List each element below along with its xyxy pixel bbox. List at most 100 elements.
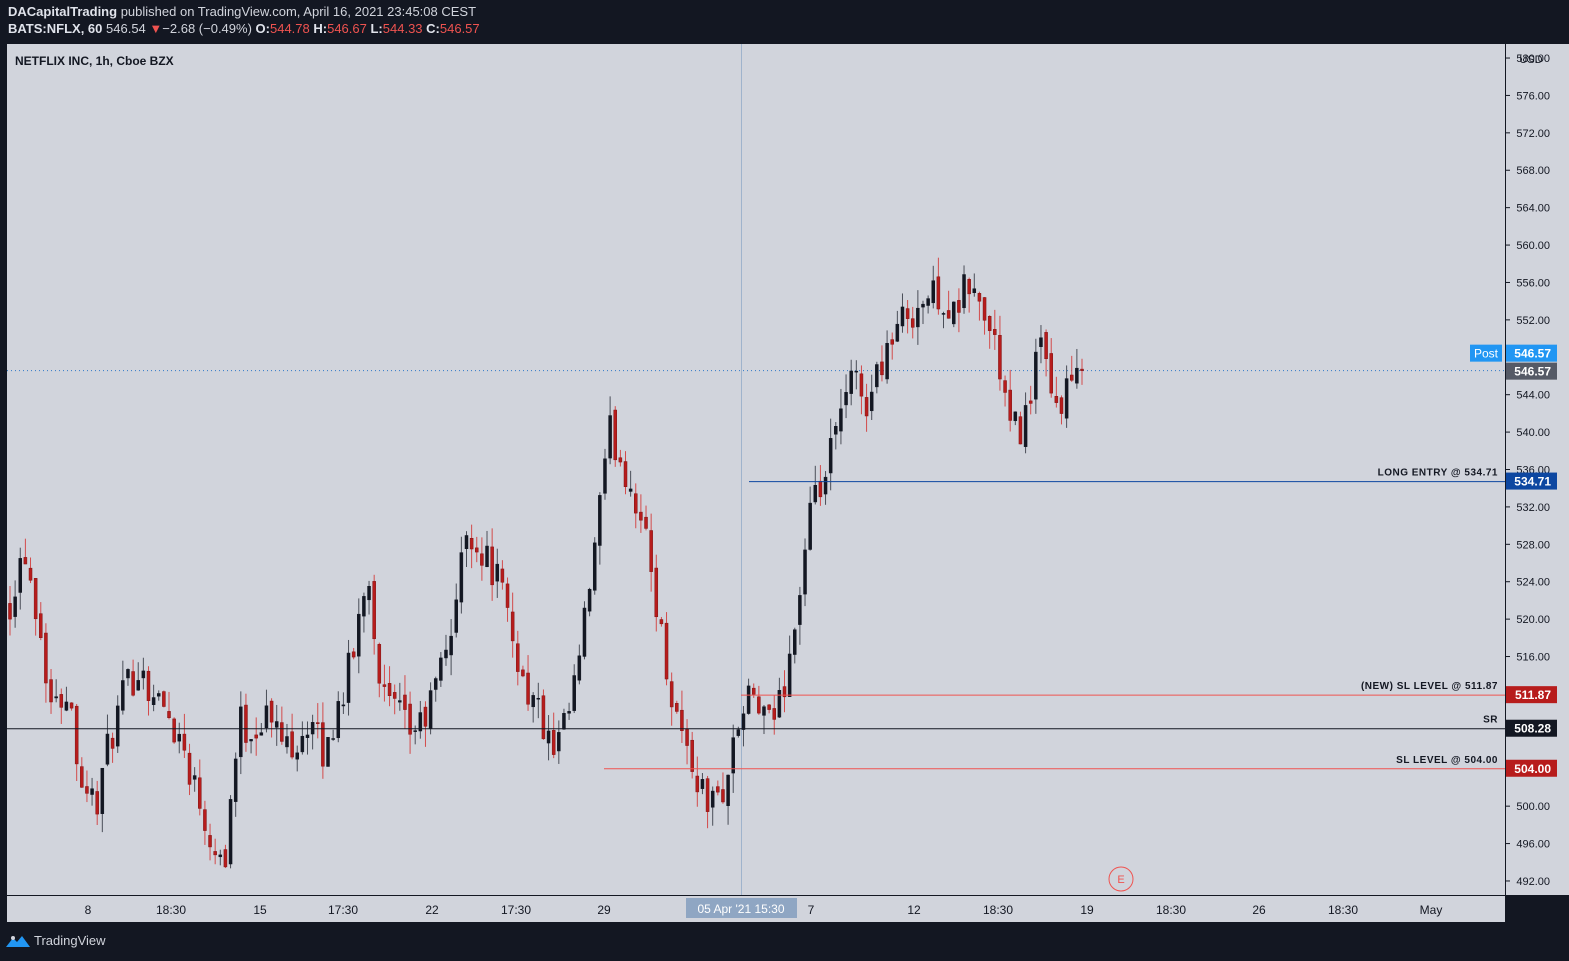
candle [634, 493, 638, 514]
candle [249, 739, 253, 742]
candle [321, 722, 325, 767]
candle [531, 695, 535, 708]
candle [705, 778, 710, 812]
candle [557, 732, 561, 752]
candle [659, 619, 664, 625]
candle [300, 735, 305, 753]
candle [198, 777, 202, 809]
candle [1003, 380, 1007, 393]
candle [762, 706, 766, 716]
published-text: published on TradingView.com, April 16, … [120, 4, 477, 19]
y-tick-label: 520.00 [1516, 614, 1550, 626]
low-value: 544.33 [382, 21, 423, 36]
candle [577, 655, 582, 681]
publish-info: DACapitalTrading published on TradingVie… [8, 4, 476, 19]
candle [121, 680, 125, 711]
candle [351, 651, 356, 658]
x-tick-label: 8 [85, 903, 92, 917]
candle [64, 701, 69, 711]
publisher-name[interactable]: DACapitalTrading [8, 4, 118, 19]
candle [490, 546, 494, 586]
level-label: (NEW) SL LEVEL @ 511.87 [1361, 681, 1498, 692]
candle [736, 729, 741, 736]
candle [931, 280, 936, 304]
x-tick-label: 18:30 [983, 903, 1013, 917]
candle [449, 635, 453, 656]
x-tick-label: 18:30 [1328, 903, 1358, 917]
candle [731, 737, 735, 774]
candle [367, 586, 371, 601]
candle [895, 323, 900, 342]
candle [741, 713, 746, 730]
plot-area[interactable] [7, 44, 1505, 895]
x-tick-label: 19 [1080, 903, 1094, 917]
price-axis[interactable] [1505, 44, 1569, 895]
candle [131, 671, 135, 696]
y-tick-label: 524.00 [1516, 577, 1550, 589]
candle [751, 687, 756, 695]
y-tick-label: 552.00 [1516, 315, 1550, 327]
candle [403, 694, 407, 710]
candle [495, 563, 500, 582]
candle [239, 706, 243, 758]
candle [536, 697, 541, 700]
candle [228, 799, 233, 865]
candle [998, 335, 1002, 380]
candle [987, 316, 992, 331]
candle [305, 734, 310, 738]
tradingview-brand[interactable]: TradingView [6, 933, 106, 948]
candle [808, 502, 812, 550]
candle [500, 568, 505, 583]
post-price-badge [1506, 344, 1557, 362]
post-price-label: 546.57 [1514, 347, 1551, 361]
y-tick-label: 496.00 [1516, 839, 1550, 851]
y-tick-label: 556.00 [1516, 277, 1550, 289]
candle [664, 622, 669, 680]
candle [1054, 396, 1059, 403]
y-tick-label: 500.00 [1516, 801, 1550, 813]
candle [475, 547, 479, 553]
candle [828, 438, 833, 474]
candle [459, 552, 464, 603]
price-change: −2.68 (−0.49%) [162, 21, 252, 36]
candle [326, 737, 330, 767]
candle [803, 549, 807, 595]
candle [280, 722, 284, 742]
candle [480, 553, 484, 566]
candle [921, 303, 925, 308]
candle [885, 343, 889, 380]
level-label: SR [1483, 715, 1498, 726]
y-tick-label: 568.00 [1516, 165, 1550, 177]
candle [1064, 378, 1069, 419]
candle [521, 669, 525, 677]
candle [254, 734, 258, 739]
candle [936, 276, 941, 310]
earnings-marker-label: E [1117, 874, 1124, 886]
candle [700, 779, 705, 789]
candle [598, 495, 602, 546]
candle [105, 733, 110, 765]
candle [85, 786, 89, 794]
y-tick-label: 540.00 [1516, 427, 1550, 439]
candle [551, 730, 556, 755]
crosshair-time-label: 05 Apr '21 15:30 [697, 902, 784, 916]
y-tick-label: 560.00 [1516, 240, 1550, 252]
y-tick-label: 580.00 [1516, 53, 1550, 65]
earnings-marker-icon[interactable] [1108, 866, 1134, 892]
candle [623, 461, 628, 487]
candle [572, 675, 576, 711]
level-price-badge-label: 508.28 [1514, 722, 1551, 736]
x-tick-label: 17:30 [501, 903, 531, 917]
candle [1028, 400, 1033, 404]
candle [541, 695, 546, 740]
candle [787, 653, 792, 697]
candle [182, 733, 187, 751]
candle [208, 835, 212, 848]
y-tick-label: 544.00 [1516, 390, 1550, 402]
candle [839, 408, 843, 432]
candle [115, 705, 120, 747]
candle [516, 643, 520, 672]
post-market-badge [1470, 344, 1502, 362]
candle [946, 310, 951, 319]
